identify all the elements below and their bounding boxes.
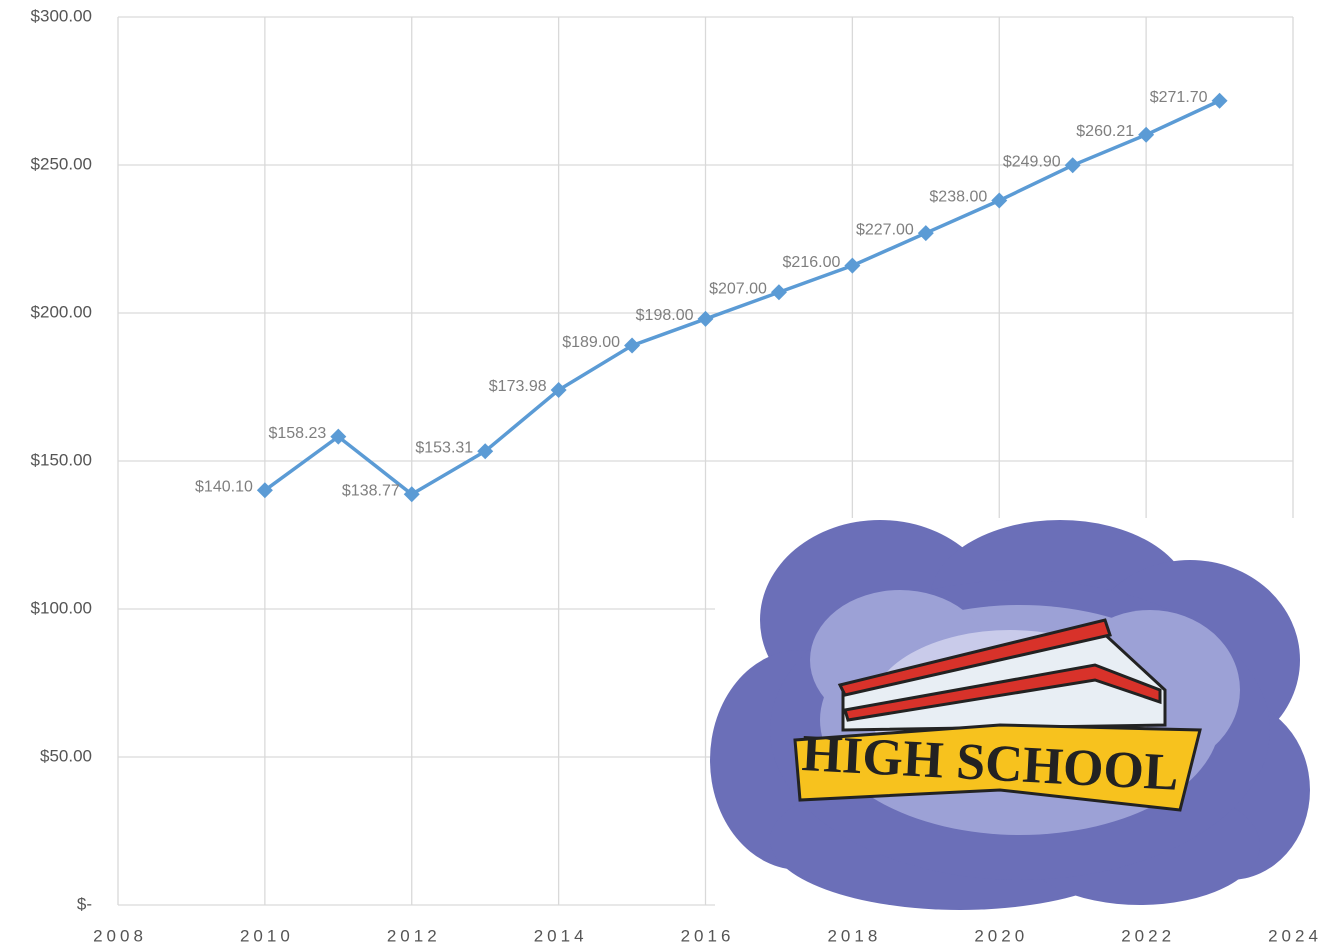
y-tick-label: $100.00: [31, 598, 92, 617]
y-tick-label: $200.00: [31, 302, 92, 321]
value-label: $158.23: [268, 425, 326, 442]
y-tick-label: $50.00: [40, 746, 92, 765]
page: {"chart_data": {"type": "line", "x": [20…: [0, 0, 1340, 949]
y-tick-label: $250.00: [31, 154, 92, 173]
x-tick-label: 2020: [974, 926, 1028, 945]
value-label: $173.98: [489, 378, 547, 395]
marker: [991, 193, 1007, 209]
y-tick-label: $150.00: [31, 450, 92, 469]
value-label: $207.00: [709, 280, 767, 297]
x-tick-label: 2008: [93, 926, 147, 945]
marker: [844, 258, 860, 274]
x-tick-label: 2014: [534, 926, 588, 945]
x-tick-label: 2022: [1121, 926, 1175, 945]
marker: [1138, 127, 1154, 143]
value-label: $271.70: [1150, 89, 1208, 106]
x-tick-label: 2016: [681, 926, 735, 945]
chart: $- $50.00 $100.00 $150.00 $200.00 $250.00 $300…: [0, 0, 1340, 949]
clipart: HIGH SCHOOL: [710, 518, 1340, 915]
value-label: $198.00: [636, 307, 694, 324]
x-tick-label: 2024: [1268, 926, 1322, 945]
value-label: $238.00: [929, 189, 987, 206]
y-tick-label: $-: [77, 894, 92, 913]
value-label: $227.00: [856, 221, 914, 238]
value-label: $140.10: [195, 479, 253, 496]
marker: [624, 338, 640, 354]
value-label: $138.77: [342, 482, 400, 499]
marker: [771, 284, 787, 300]
value-label: $189.00: [562, 334, 620, 351]
marker: [1065, 157, 1081, 173]
x-tick-label: 2012: [387, 926, 441, 945]
value-label: $260.21: [1076, 123, 1134, 140]
x-tick-label: 2018: [827, 926, 881, 945]
value-label: $216.00: [783, 254, 841, 271]
x-tick-label: 2010: [240, 926, 294, 945]
marker: [1212, 93, 1228, 109]
y-tick-label: $300.00: [31, 6, 92, 25]
marker: [918, 225, 934, 241]
value-label: $153.31: [415, 439, 473, 456]
value-label: $249.90: [1003, 154, 1061, 171]
